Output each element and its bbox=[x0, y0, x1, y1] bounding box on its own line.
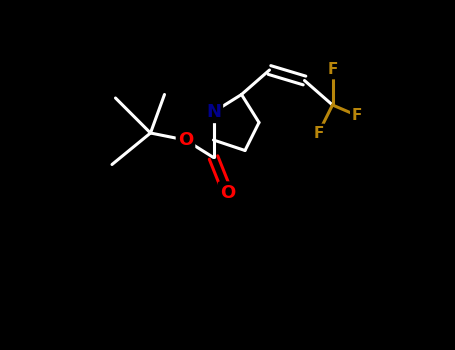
Text: F: F bbox=[313, 126, 324, 140]
Text: F: F bbox=[327, 63, 338, 77]
Text: F: F bbox=[352, 108, 362, 123]
Text: O: O bbox=[178, 131, 193, 149]
Text: N: N bbox=[206, 103, 221, 121]
Text: O: O bbox=[220, 183, 235, 202]
